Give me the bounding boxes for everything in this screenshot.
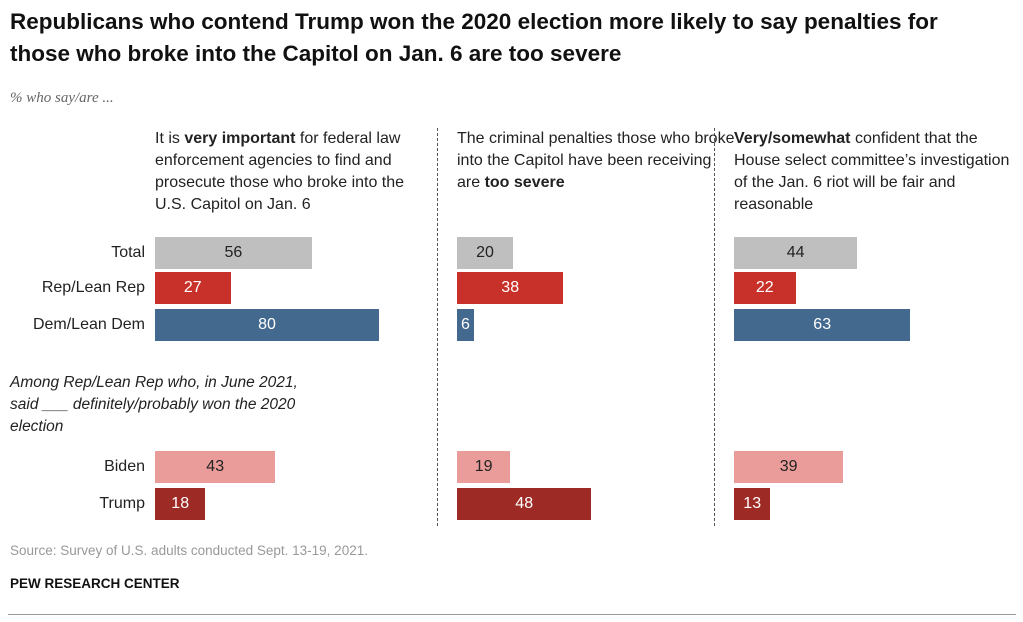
bar — [457, 272, 564, 304]
bar — [457, 488, 592, 520]
header-text: Very/somewhat — [734, 130, 851, 147]
value-label: 48 — [515, 495, 534, 512]
credit: PEW RESEARCH CENTER — [10, 576, 180, 591]
category-label: Biden — [104, 458, 145, 475]
bar — [734, 272, 796, 304]
category-label: Trump — [99, 495, 145, 512]
value-label: 22 — [755, 279, 774, 296]
bottom-rule — [8, 614, 1016, 615]
category-label: Total — [111, 244, 145, 261]
panel-header: It is very important for federal law enf… — [155, 128, 435, 216]
bar — [155, 451, 276, 483]
bar — [457, 237, 513, 269]
chart-subtitle: % who say/are ... — [10, 90, 114, 106]
value-label: 27 — [183, 279, 202, 296]
header-text: confident that the House select committe… — [734, 130, 1010, 213]
chart-title: Republicans who contend Trump won the 20… — [10, 9, 938, 66]
category-label: Dem/Lean Dem — [32, 316, 145, 333]
panel-separator — [714, 128, 715, 526]
bar — [734, 451, 844, 483]
bar — [457, 451, 511, 483]
value-label: 63 — [813, 316, 832, 333]
header-text: too severe — [484, 174, 565, 191]
value-label: 6 — [461, 316, 470, 333]
header-text: for federal law enforcement agencies to … — [155, 130, 405, 213]
value-label: 20 — [476, 244, 494, 261]
bar — [155, 488, 206, 520]
value-label: 19 — [474, 458, 493, 475]
value-label: 56 — [224, 244, 243, 261]
bar — [457, 309, 474, 341]
value-label: 38 — [501, 279, 520, 296]
panel-header: Very/somewhat confident that the House s… — [734, 128, 1014, 216]
value-label: 13 — [743, 495, 762, 512]
value-label: 44 — [786, 244, 805, 261]
source-note: Source: Survey of U.S. adults conducted … — [10, 543, 368, 558]
bar — [734, 309, 911, 341]
bar — [734, 237, 858, 269]
bar — [155, 237, 312, 269]
bar — [155, 272, 231, 304]
value-label: 18 — [171, 495, 190, 512]
value-label: 80 — [258, 316, 276, 333]
panel-separator — [437, 128, 438, 526]
panel-header: The criminal penalties those who broke i… — [457, 128, 737, 194]
value-label: 43 — [206, 458, 225, 475]
bar — [734, 488, 771, 520]
header-text: The criminal penalties those who broke i… — [457, 130, 735, 191]
group-note: Among Rep/Lean Rep who, in June 2021, sa… — [10, 374, 298, 435]
value-label: 39 — [779, 458, 798, 475]
header-text: very important — [184, 130, 296, 147]
bar — [155, 309, 379, 341]
header-text: It is — [155, 130, 185, 147]
category-label: Rep/Lean Rep — [41, 279, 145, 296]
